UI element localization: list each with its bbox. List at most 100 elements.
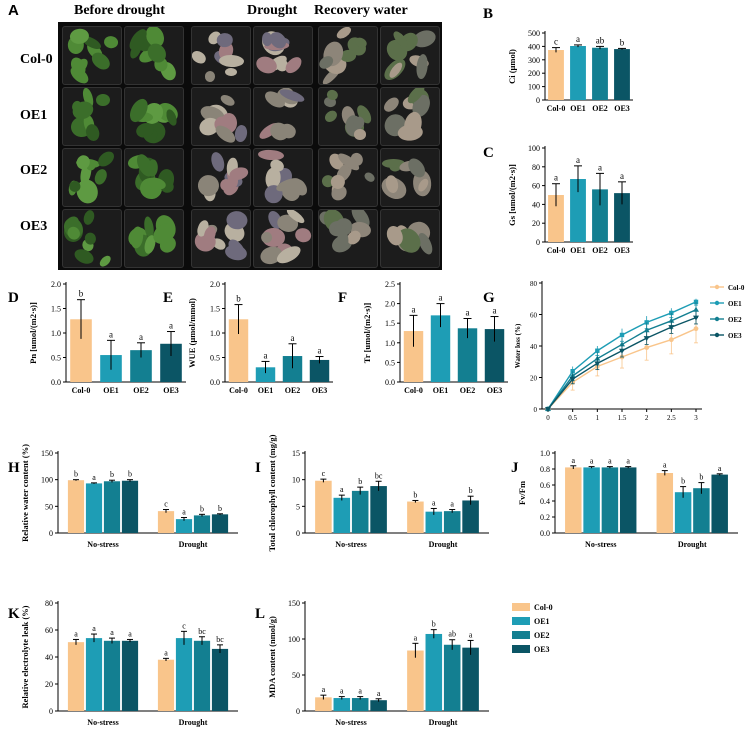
significance-label: b bbox=[699, 473, 703, 482]
x-tick-label: OE3 bbox=[487, 386, 503, 395]
bar bbox=[193, 640, 211, 711]
data-point bbox=[595, 348, 600, 353]
y-tick-label: 1.0 bbox=[385, 339, 395, 348]
bar bbox=[211, 514, 229, 533]
y-tick-label: 0 bbox=[49, 529, 53, 538]
significance-label: a bbox=[620, 171, 624, 181]
significance-label: a bbox=[554, 173, 558, 183]
bar bbox=[157, 511, 175, 533]
y-tick-label: 1.5 bbox=[385, 319, 395, 328]
plant-pot bbox=[191, 26, 251, 85]
panel-letter-h: H bbox=[8, 460, 20, 476]
bar bbox=[711, 474, 728, 533]
y-tick-label: 60 bbox=[45, 626, 53, 635]
bar bbox=[85, 638, 103, 711]
legend-swatch bbox=[512, 617, 530, 625]
significance-label: b bbox=[681, 477, 685, 486]
bar bbox=[407, 650, 424, 711]
bar bbox=[601, 467, 619, 533]
significance-label: a bbox=[182, 508, 186, 517]
bar bbox=[614, 49, 630, 100]
x-tick-label: No-stress bbox=[335, 718, 366, 727]
plant-pot bbox=[191, 87, 251, 146]
significance-label: a bbox=[432, 498, 436, 507]
data-point bbox=[619, 332, 625, 338]
bar bbox=[255, 367, 276, 382]
x-tick-label: 3 bbox=[694, 414, 698, 422]
y-tick-label: 50 bbox=[45, 502, 53, 511]
significance-label: a bbox=[264, 350, 268, 360]
column-title-recovery-water: Recovery water bbox=[314, 3, 408, 18]
x-tick-label: OE2 bbox=[592, 104, 608, 113]
bar bbox=[425, 511, 443, 533]
y-tick-label: 500 bbox=[528, 29, 540, 38]
y-tick-label: 50 bbox=[292, 671, 300, 680]
y-tick-label: 2.0 bbox=[210, 280, 220, 289]
legend-label: OE3 bbox=[728, 332, 742, 340]
significance-label: a bbox=[322, 685, 326, 694]
column-title-drought: Drought bbox=[247, 3, 298, 18]
x-tick-label: 2.5 bbox=[667, 414, 676, 422]
y-tick-label: 0.0 bbox=[51, 378, 61, 387]
y-tick-label: 0.0 bbox=[540, 529, 550, 538]
x-tick-label: Drought bbox=[179, 718, 208, 727]
legend-label: OE2 bbox=[728, 316, 742, 324]
y-tick-label: 1.5 bbox=[51, 305, 61, 314]
y-tick-label: 40 bbox=[532, 200, 540, 209]
bar bbox=[484, 329, 505, 382]
legend-swatch bbox=[512, 603, 530, 611]
x-tick-label: No-stress bbox=[87, 718, 118, 727]
significance-label: a bbox=[318, 346, 322, 356]
significance-label: b bbox=[358, 477, 362, 486]
panel-letter-e: E bbox=[163, 290, 173, 306]
significance-label: a bbox=[340, 687, 344, 696]
panel-letter-c: C bbox=[483, 145, 494, 161]
plant-pot bbox=[62, 209, 122, 268]
bar bbox=[228, 319, 249, 382]
x-tick-label: OE1 bbox=[570, 104, 586, 113]
plant-pot bbox=[318, 26, 378, 85]
y-tick-label: 0.5 bbox=[51, 354, 61, 363]
significance-label: b bbox=[620, 37, 625, 47]
data-point bbox=[619, 341, 625, 347]
y-axis-label: Fv/Fm bbox=[517, 481, 527, 505]
data-point bbox=[693, 326, 699, 332]
significance-label: a bbox=[128, 629, 132, 638]
bar bbox=[315, 480, 332, 533]
significance-label: a bbox=[469, 630, 473, 639]
significance-label: a bbox=[450, 500, 454, 509]
bar bbox=[193, 515, 211, 533]
bar bbox=[457, 328, 478, 382]
x-tick-label: Drought bbox=[179, 540, 208, 549]
x-tick-label: OE1 bbox=[258, 386, 274, 395]
y-tick-label: 0 bbox=[49, 707, 53, 716]
row-label-oe1: OE1 bbox=[20, 108, 48, 123]
row-label-col-0: Col-0 bbox=[20, 52, 53, 67]
significance-label: b bbox=[74, 470, 78, 479]
bar bbox=[430, 315, 451, 382]
y-tick-label: 2.0 bbox=[51, 280, 61, 289]
data-point bbox=[569, 377, 576, 383]
significance-label: bc bbox=[216, 635, 224, 644]
significance-label: a bbox=[466, 307, 470, 317]
x-tick-label: OE1 bbox=[103, 386, 119, 395]
significance-label: a bbox=[590, 457, 594, 466]
bar bbox=[70, 319, 92, 382]
y-tick-label: 0 bbox=[536, 96, 540, 105]
plant-pot bbox=[380, 87, 440, 146]
plant-pot bbox=[380, 148, 440, 207]
bar bbox=[282, 356, 303, 382]
panel-letter-l: L bbox=[255, 606, 265, 622]
y-tick-label: 300 bbox=[528, 56, 540, 65]
legend-marker bbox=[714, 284, 720, 290]
x-tick-label: Col-0 bbox=[72, 386, 91, 395]
data-point bbox=[619, 348, 625, 354]
y-tick-label: 100 bbox=[528, 83, 540, 92]
y-tick-label: 100 bbox=[528, 144, 540, 153]
bar bbox=[351, 698, 369, 711]
legend-swatch bbox=[512, 631, 530, 639]
x-tick-label: OE2 bbox=[133, 386, 149, 395]
bar bbox=[614, 193, 630, 242]
significance-label: a bbox=[414, 633, 418, 642]
